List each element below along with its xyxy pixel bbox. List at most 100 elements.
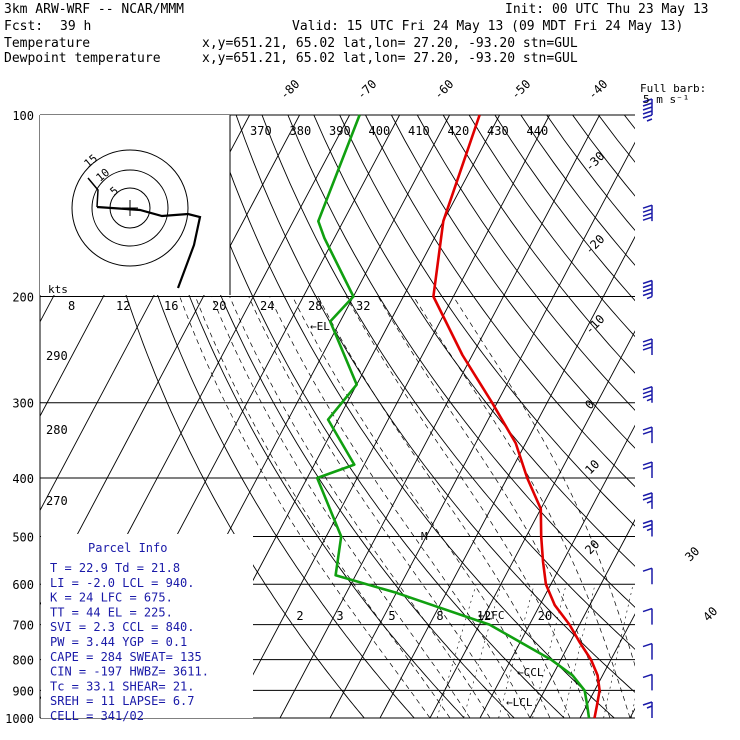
parcel-info-row: PW = 3.44 YGP = 0.1 bbox=[50, 635, 187, 649]
parcel-info-row: LI = -2.0 LCL = 940. bbox=[50, 576, 195, 590]
temperature-station: x,y=651.21, 65.02 lat,lon= 27.20, -93.20… bbox=[202, 36, 578, 51]
parcel-info-row: TT = 44 EL = 225. bbox=[50, 605, 173, 619]
theta-label: 440 bbox=[527, 124, 549, 138]
dry-adiabat bbox=[235, 115, 635, 693]
mean-wind-marker: M bbox=[421, 530, 428, 543]
pressure-label-800: 800 bbox=[12, 654, 34, 668]
parcel-info-row: Tc = 33.1 SHEAR= 21. bbox=[50, 679, 195, 693]
moist-adiabat bbox=[453, 296, 635, 667]
isotherm-line bbox=[279, 115, 600, 718]
mixing-ratio-label-lower: 20 bbox=[538, 609, 552, 623]
theta-label: 400 bbox=[369, 124, 391, 138]
dry-adiabat bbox=[209, 115, 615, 718]
mixing-ratio-line bbox=[562, 584, 596, 718]
hodograph-ring bbox=[71, 149, 189, 267]
parcel-info-title: Parcel Info bbox=[88, 541, 167, 555]
wind-barb bbox=[642, 701, 653, 718]
theta-label: 390 bbox=[329, 124, 351, 138]
model-title: 3km ARW-WRF -- NCAR/MMM bbox=[4, 2, 184, 17]
barb-legend-units: 5 m s⁻¹ bbox=[643, 93, 689, 106]
isotherm-label-right: -30 bbox=[582, 149, 607, 174]
isotherm-label-top: -50 bbox=[508, 77, 533, 102]
parcel-info-row: T = 22.9 Td = 21.8 bbox=[50, 561, 180, 575]
theta-label: 430 bbox=[487, 124, 509, 138]
hodograph-trace bbox=[96, 205, 202, 289]
isotherm-line bbox=[579, 613, 635, 718]
isotherm-label-top: -70 bbox=[354, 77, 379, 102]
dry-adiabat bbox=[442, 115, 635, 374]
theta-label-left: 270 bbox=[46, 494, 68, 508]
dry-adiabat bbox=[339, 115, 635, 527]
mixing-ratio-label-lower: 5 bbox=[388, 609, 395, 623]
dry-adiabat bbox=[183, 115, 565, 718]
wind-barb bbox=[642, 673, 653, 691]
parcel-level-label: ←EL bbox=[310, 320, 330, 333]
parcel-info-row: SREH = 11 LAPSE= 6.7 bbox=[50, 694, 195, 708]
pressure-label-400: 400 bbox=[12, 472, 34, 486]
pressure-label-900: 900 bbox=[12, 684, 34, 698]
isotherm-line bbox=[40, 115, 300, 606]
mixing-ratio-line bbox=[603, 584, 634, 718]
isotherm-line bbox=[529, 518, 635, 718]
isotherm-label-right: 20 bbox=[582, 537, 602, 557]
dewpoint-legend: Dewpoint temperature bbox=[4, 51, 161, 66]
parcel-level-label: ←LFC bbox=[478, 609, 505, 622]
temperature-legend: Temperature bbox=[4, 36, 90, 51]
dry-adiabat bbox=[106, 115, 415, 718]
dry-adiabat bbox=[261, 115, 635, 650]
theta-label: 380 bbox=[290, 124, 312, 138]
hodograph-ring bbox=[91, 169, 169, 247]
isotherm-line bbox=[479, 424, 635, 718]
dry-adiabat bbox=[132, 115, 465, 718]
mixing-ratio-label-lower: 3 bbox=[336, 609, 343, 623]
wind-barb bbox=[642, 519, 653, 537]
hodograph-units: kts bbox=[48, 283, 68, 296]
valid-time: Valid: 15 UTC Fri 24 May 13 (09 MDT Fri … bbox=[292, 19, 683, 34]
mixing-ratio-label: 16 bbox=[164, 299, 178, 313]
theta-label-left: 280 bbox=[46, 423, 68, 437]
dry-adiabat bbox=[313, 115, 635, 567]
theta-label: 410 bbox=[408, 124, 430, 138]
barb-legend-title: Full barb: bbox=[640, 82, 706, 95]
hodograph-bg bbox=[40, 115, 230, 295]
mixing-ratio-label-lower: 8 bbox=[436, 609, 443, 623]
isotherm-label-right: 10 bbox=[582, 457, 602, 477]
init-time: Init: 00 UTC Thu 23 May 13 bbox=[505, 2, 709, 17]
dry-adiabat bbox=[416, 115, 635, 411]
wind-barb bbox=[642, 607, 653, 625]
isotherm-label-top: -80 bbox=[277, 77, 302, 102]
wind-barb bbox=[642, 385, 653, 403]
mixing-ratio-line bbox=[436, 584, 477, 718]
hodograph-trace-top bbox=[87, 177, 99, 208]
moist-adiabat bbox=[248, 296, 511, 718]
pressure-label-1000: 1000 bbox=[5, 712, 34, 726]
dewpoint-profile bbox=[315, 114, 591, 719]
moist-adiabat bbox=[317, 296, 571, 718]
moist-adiabat bbox=[292, 296, 551, 718]
wind-barb bbox=[642, 338, 653, 355]
forecast-hour: 39 h bbox=[60, 19, 91, 34]
mixing-ratio-label: 28 bbox=[308, 299, 322, 313]
mixing-ratio-label: 24 bbox=[260, 299, 274, 313]
isotherm-label-top: -40 bbox=[585, 77, 610, 102]
wind-barb bbox=[642, 492, 653, 509]
dry-adiabat bbox=[391, 115, 635, 449]
parcel-info-row: CELL = 341/02 bbox=[50, 709, 144, 723]
pressure-label-100: 100 bbox=[12, 109, 34, 123]
isotherm-line bbox=[379, 235, 635, 718]
pressure-label-700: 700 bbox=[12, 619, 34, 633]
mixing-ratio-label: 20 bbox=[212, 299, 226, 313]
isotherm-label-top: -60 bbox=[431, 77, 456, 102]
barb-panel-bg bbox=[635, 75, 740, 740]
temperature-profile bbox=[432, 114, 601, 719]
mixing-ratio-label: 8 bbox=[68, 299, 75, 313]
parcel-info-row: K = 24 LFC = 675. bbox=[50, 591, 173, 605]
theta-label-left: 290 bbox=[46, 349, 68, 363]
wind-barb bbox=[642, 204, 653, 222]
moist-adiabat bbox=[345, 296, 591, 718]
mixing-ratio-label-lower: 12 bbox=[477, 609, 491, 623]
dewpoint-station: x,y=651.21, 65.02 lat,lon= 27.20, -93.20… bbox=[202, 51, 578, 66]
wind-barb bbox=[642, 642, 653, 660]
dry-adiabat bbox=[365, 115, 635, 488]
parcel-info-row: CAPE = 284 SWEAT= 135 bbox=[50, 650, 202, 664]
